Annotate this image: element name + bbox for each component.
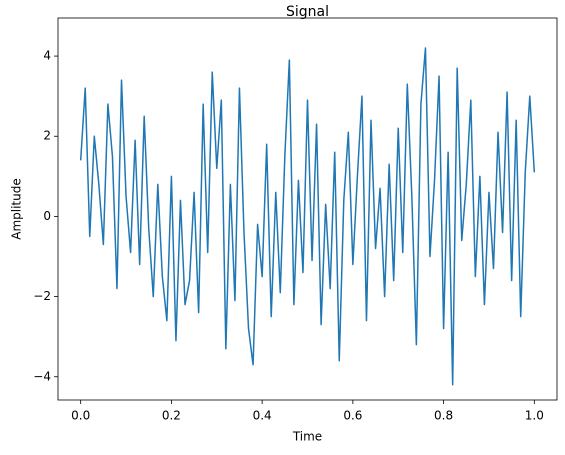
y-tick-label: −2	[33, 289, 51, 303]
x-tick-label: 0.0	[71, 409, 90, 423]
x-tick-label: 1.0	[525, 409, 544, 423]
x-tick-label: 0.4	[253, 409, 272, 423]
x-tick-label: 0.8	[434, 409, 453, 423]
y-tick-label: 0	[43, 209, 51, 223]
signal-line	[79, 47, 536, 386]
x-axis-label: Time	[292, 430, 322, 444]
x-tick-label: 0.2	[162, 409, 181, 423]
plot-frame	[57, 17, 558, 401]
y-axis-label: Amplitude	[10, 178, 24, 240]
y-tick-label: 4	[43, 49, 51, 63]
chart-title: Signal	[286, 4, 329, 20]
y-tick-label: −4	[33, 369, 51, 383]
y-tick-label: 2	[43, 129, 51, 143]
x-tick-label: 0.6	[343, 409, 362, 423]
